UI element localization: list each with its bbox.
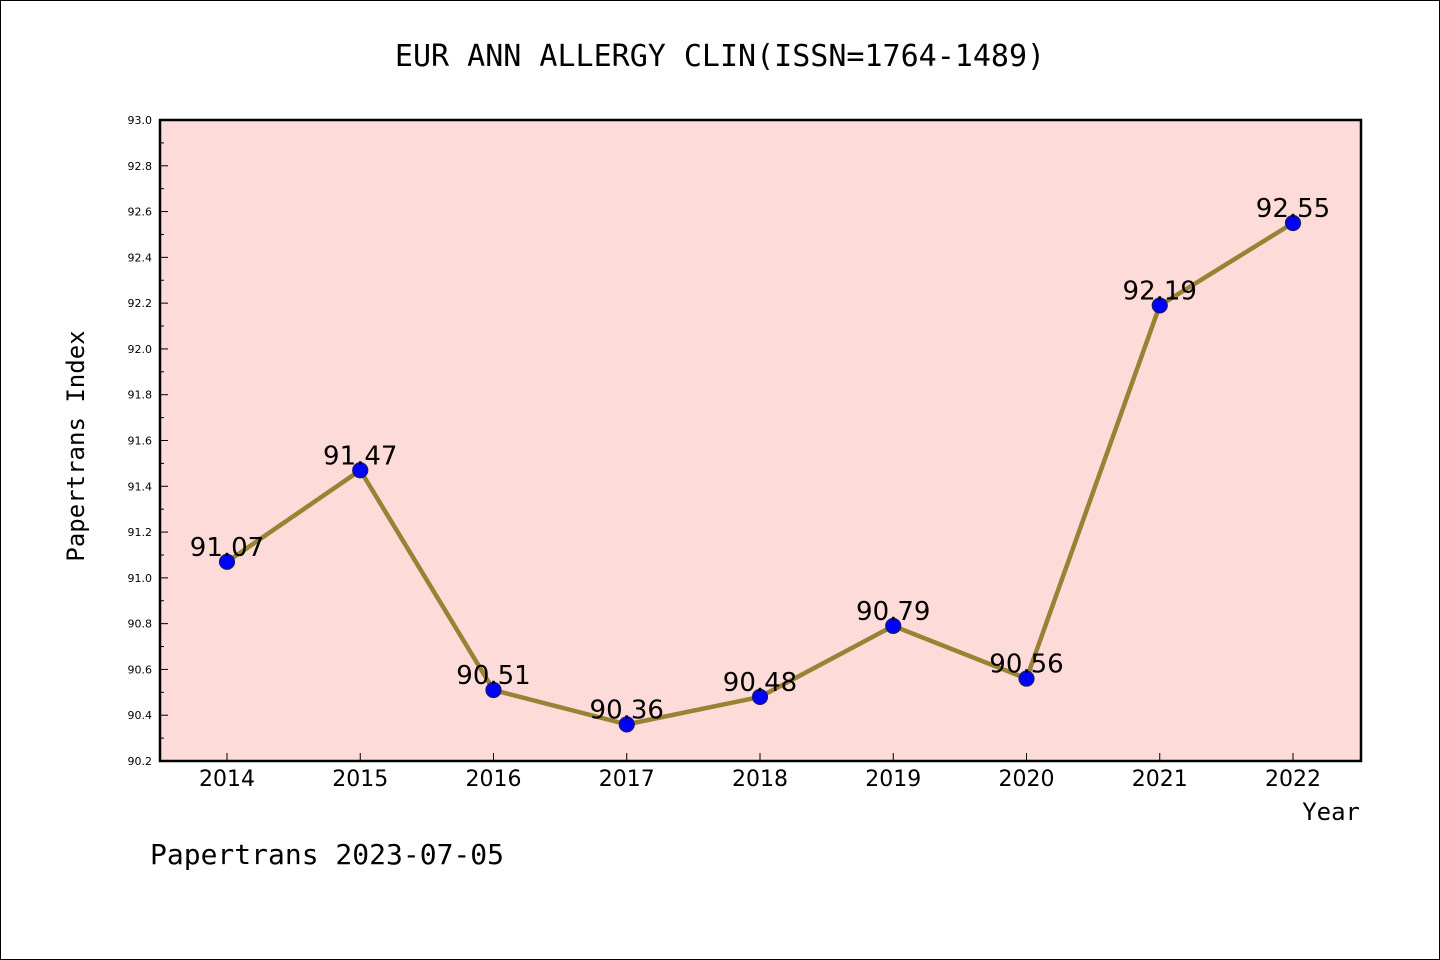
x-tick-label: 2020 <box>999 767 1055 792</box>
x-axis-label: Year <box>1302 798 1360 826</box>
x-axis: 2014 2015 2016 2017 2018 2019 2020 2021 2022 <box>199 753 1321 792</box>
data-label: 90.56 <box>989 650 1063 680</box>
y-axis-label: Papertrans Index <box>62 330 90 561</box>
y-tick-label: 90.8 <box>128 618 153 631</box>
y-tick-label: 91.2 <box>128 526 153 539</box>
y-tick-label: 92.8 <box>128 160 153 173</box>
footer-text: Papertrans 2023-07-05 <box>150 838 504 871</box>
chart-title: EUR ANN ALLERGY CLIN(ISSN=1764-1489) <box>395 39 1045 74</box>
data-point <box>1151 297 1168 314</box>
series-line-group <box>218 214 1302 733</box>
x-tick-label: 2016 <box>466 767 522 792</box>
y-tick-label: 91.4 <box>128 480 153 493</box>
data-label: 91.07 <box>190 533 264 563</box>
y-tick-label: 91.0 <box>128 572 153 585</box>
data-label: 92.19 <box>1123 276 1197 306</box>
data-label: 90.48 <box>723 668 797 698</box>
y-axis: 90.2 90.4 90.6 90.8 91.0 91.2 91.4 91.6 91.8 92.0… <box>128 114 168 768</box>
x-tick-label: 2018 <box>732 767 788 792</box>
x-tick-label: 2014 <box>199 767 255 792</box>
data-label: 90.36 <box>590 695 664 725</box>
y-tick-label: 90.2 <box>128 755 153 768</box>
x-tick-label: 2017 <box>599 767 655 792</box>
y-tick-label: 92.0 <box>128 343 153 356</box>
data-point <box>1018 670 1035 687</box>
y-tick-label: 92.6 <box>128 206 153 219</box>
y-tick-label: 90.6 <box>128 663 153 676</box>
data-point <box>751 688 769 706</box>
data-labels: 91.07 91.47 90.51 90.36 90.48 90.79 90.56 92.19… <box>190 194 1330 725</box>
plot-area <box>158 118 1363 763</box>
y-tick-label: 91.8 <box>128 389 153 402</box>
x-tick-label: 2022 <box>1265 767 1321 792</box>
data-point <box>352 462 369 479</box>
data-point <box>485 681 502 699</box>
y-tick-label: 93.0 <box>128 114 153 127</box>
x-tick-label: 2015 <box>332 767 388 792</box>
y-tick-label: 91.6 <box>128 435 153 448</box>
data-point <box>885 617 902 635</box>
data-label: 90.51 <box>456 661 530 691</box>
data-point <box>618 716 635 733</box>
y-tick-label: 90.4 <box>128 709 153 722</box>
data-label: 90.79 <box>856 597 930 627</box>
x-tick-label: 2019 <box>865 767 921 792</box>
y-tick-label: 92.2 <box>128 297 153 310</box>
data-label: 91.47 <box>323 441 397 471</box>
y-tick-label: 92.4 <box>128 251 153 264</box>
x-tick-label: 2021 <box>1132 767 1188 792</box>
data-point <box>218 553 236 570</box>
data-label: 92.55 <box>1256 194 1330 224</box>
data-point <box>1284 214 1302 232</box>
